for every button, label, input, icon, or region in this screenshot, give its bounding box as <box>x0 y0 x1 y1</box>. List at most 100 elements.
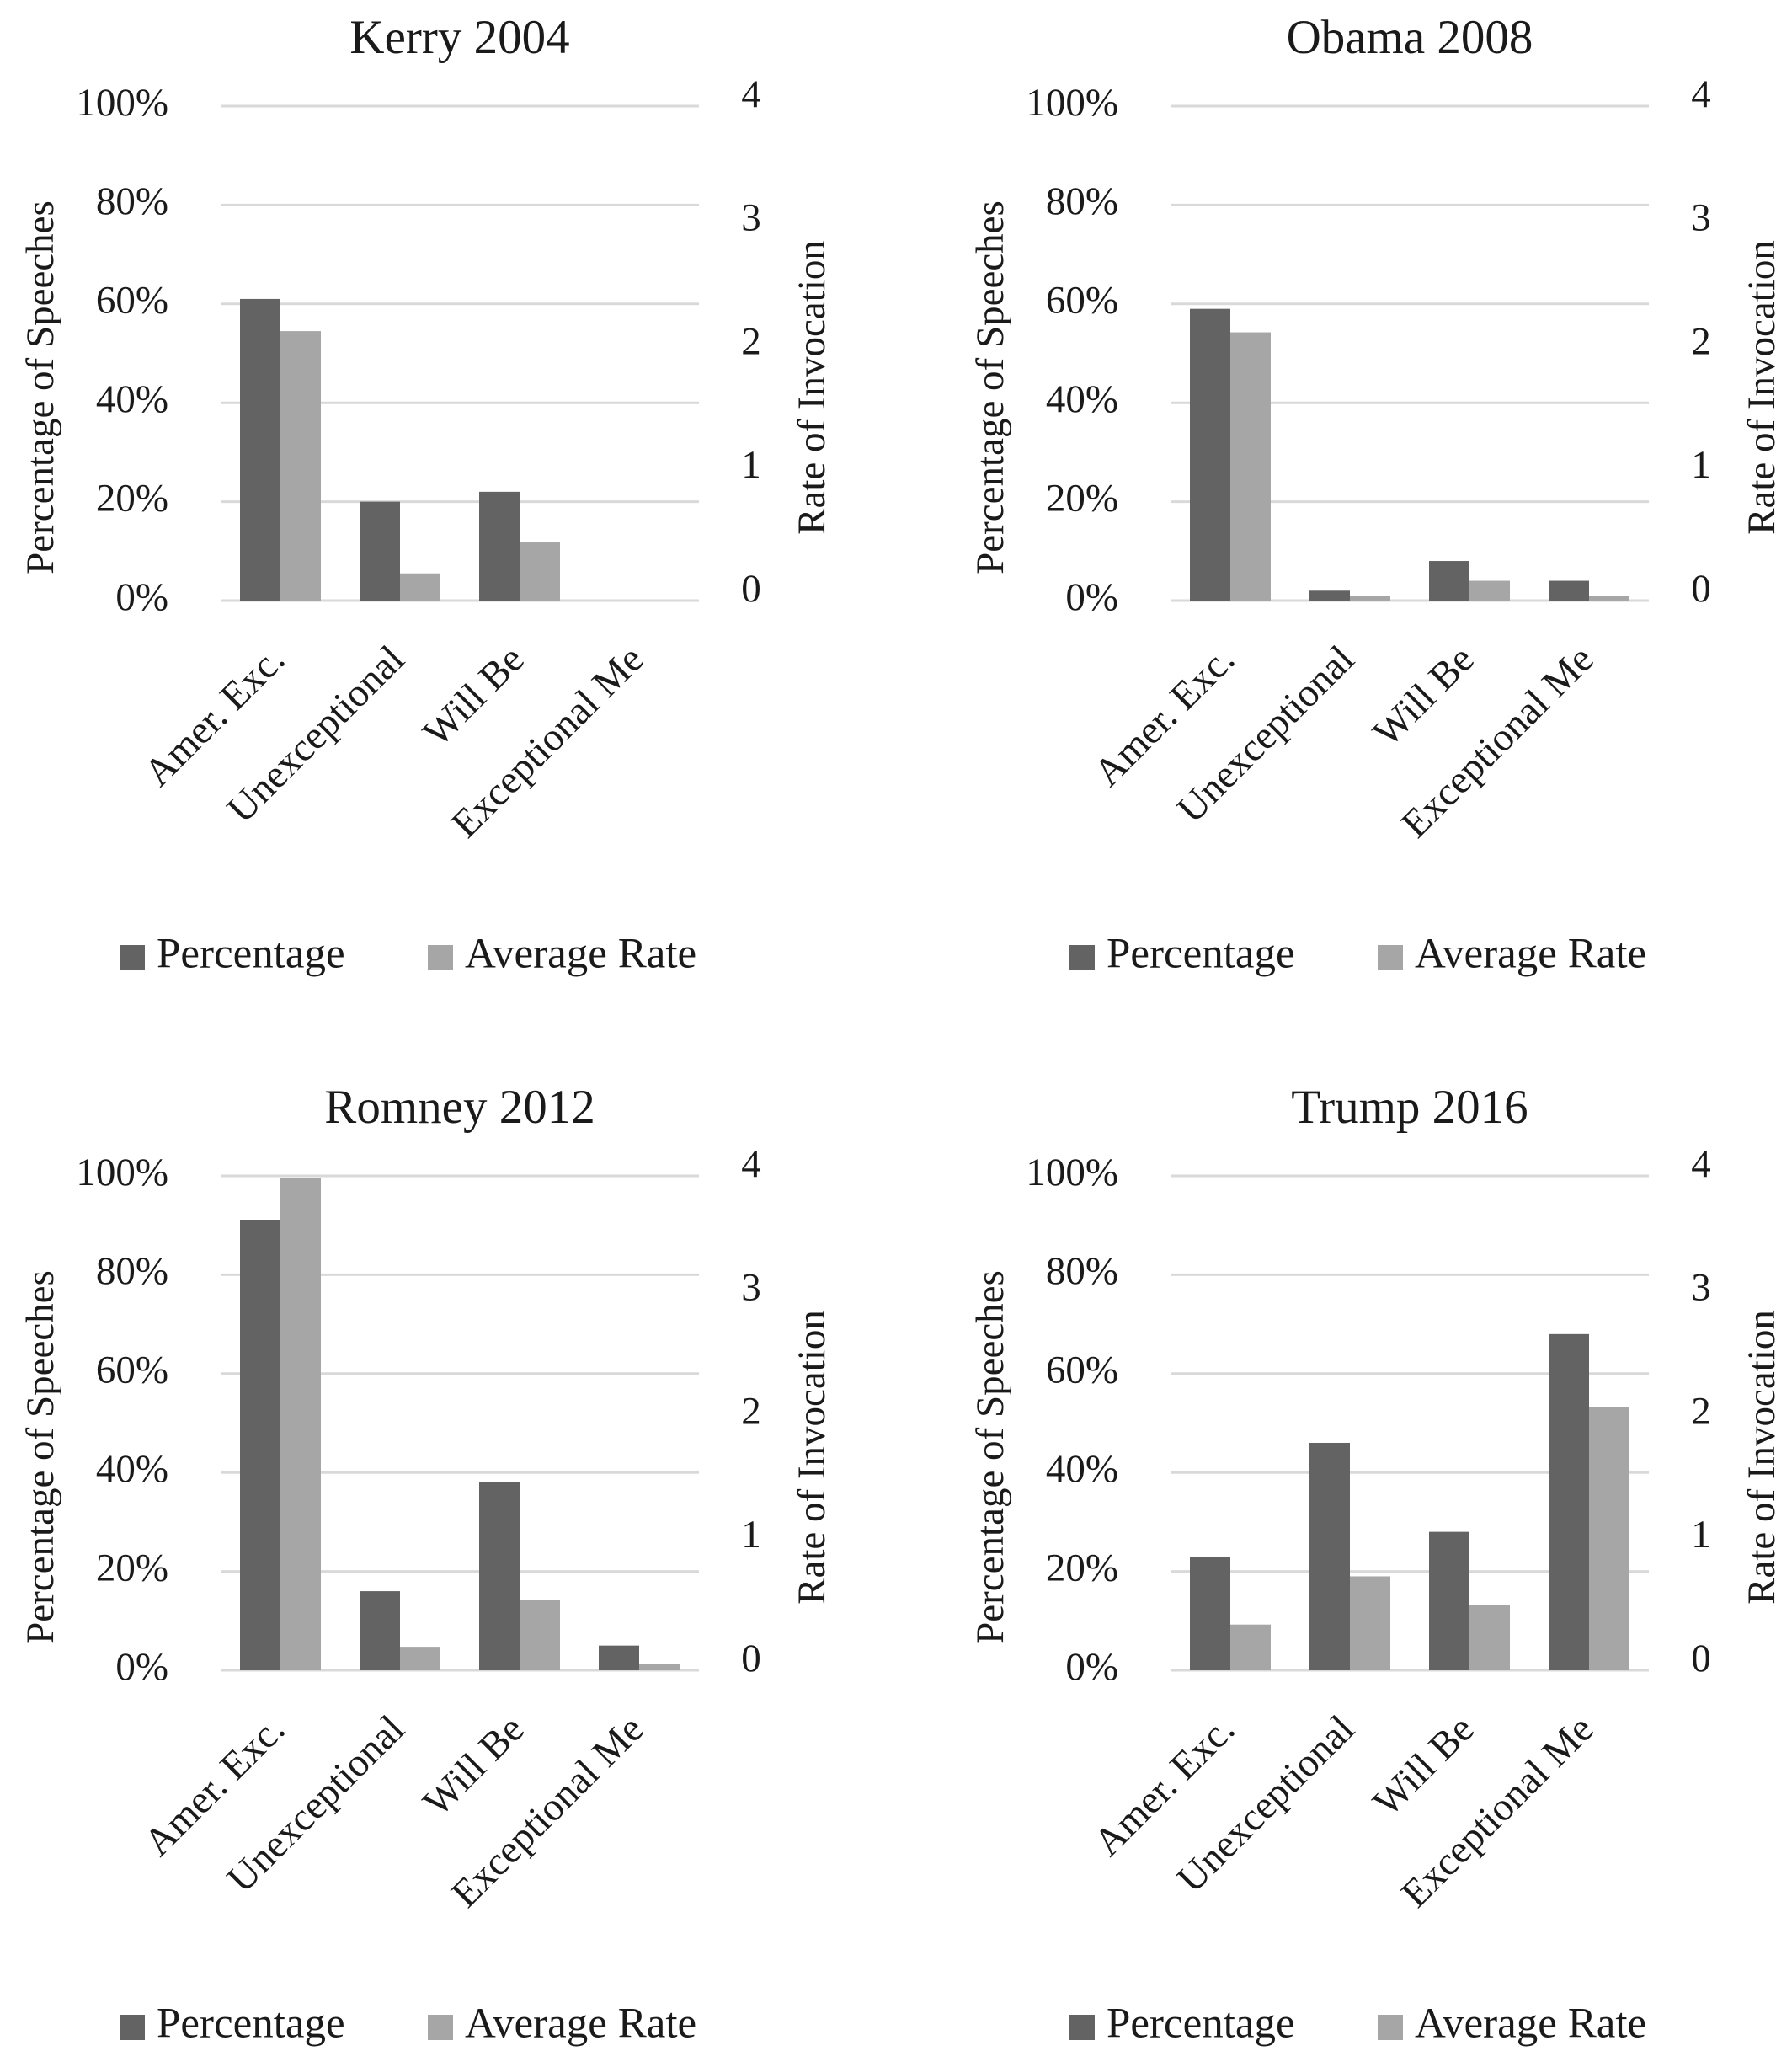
y-tick-label: 20% <box>1046 476 1118 520</box>
bar-percentage <box>1549 1333 1589 1670</box>
y-tick-label: 40% <box>96 377 168 421</box>
y2-tick-label: 4 <box>1691 72 1711 116</box>
legend-label: Average Rate <box>465 931 696 978</box>
bar-percentage <box>240 1220 280 1670</box>
bar-percentage <box>360 1591 400 1670</box>
bar-average-rate <box>520 1600 560 1670</box>
y2-axis-label: Rate of Invocation <box>1740 240 1784 535</box>
y2-tick-label: 2 <box>1691 319 1711 363</box>
y-tick-label: 80% <box>96 1249 168 1293</box>
y-axis-label: Percentage of Speeches <box>19 200 62 574</box>
y2-tick-label: 0 <box>741 1637 761 1680</box>
y2-tick-label: 0 <box>741 567 761 611</box>
y2-tick-label: 1 <box>741 1513 761 1557</box>
bar-percentage <box>1549 580 1589 601</box>
y-tick-label: 20% <box>1046 1546 1118 1589</box>
bar-percentage <box>1309 1442 1350 1670</box>
x-tick-label: Will Be <box>1365 638 1483 756</box>
bar-percentage <box>1429 1531 1469 1670</box>
y2-tick-label: 3 <box>1691 1266 1711 1310</box>
x-tick-label: Will Be <box>1365 1707 1483 1825</box>
bar-average-rate <box>280 1178 321 1670</box>
y-tick-label: 100% <box>1026 81 1118 125</box>
y2-axis-label: Rate of Invocation <box>790 240 834 535</box>
bar-average-rate <box>1350 1576 1390 1670</box>
y-tick-label: 20% <box>96 476 168 520</box>
legend-label: Percentage <box>1107 931 1295 978</box>
y-tick-label: 60% <box>1046 279 1118 323</box>
bar-average-rate <box>1230 332 1271 601</box>
y-tick-label: 80% <box>1046 1249 1118 1293</box>
y2-tick-label: 2 <box>1691 1389 1711 1433</box>
y2-tick-label: 4 <box>741 1142 761 1186</box>
bar-average-rate <box>639 1664 680 1670</box>
y2-tick-label: 4 <box>1691 1142 1711 1186</box>
legend-swatch-average-rate <box>428 945 453 970</box>
chart-svg: Trump 2016 0% 20% 40% 60% 80% 100% 0 1 2 3 4 Percent… <box>968 1081 1784 2048</box>
legend-label: Average Rate <box>1415 931 1646 978</box>
bar-percentage <box>1309 590 1350 601</box>
bar-percentage <box>360 501 400 601</box>
y2-tick-label: 3 <box>1691 196 1711 240</box>
y-tick-label: 60% <box>96 1349 168 1392</box>
chart-title: Trump 2016 <box>1291 1081 1528 1134</box>
y-tick-label: 20% <box>96 1546 168 1589</box>
chart-panel-trump-2016: Trump 2016 0% 20% 40% 60% 80% 100% 0 1 2 3 4 Percent… <box>950 1070 1792 2051</box>
legend-swatch-percentage <box>1069 945 1095 970</box>
bar-percentage <box>479 491 520 601</box>
bar-percentage <box>240 298 280 601</box>
bar-average-rate <box>520 542 560 601</box>
legend-swatch-percentage <box>120 945 145 970</box>
chart-svg: Kerry 2004 0% 20% 40% 60% 80% 100% 0 1 2 3 4 Percent… <box>19 11 834 978</box>
y-axis-label: Percentage of Speeches <box>19 1270 62 1644</box>
y-axis-label: Percentage of Speeches <box>968 200 1012 574</box>
bar-average-rate <box>1469 1605 1510 1670</box>
chart-title: Obama 2008 <box>1287 11 1533 64</box>
bar-percentage <box>599 1645 639 1670</box>
y-tick-label: 100% <box>1026 1151 1118 1194</box>
y2-tick-label: 2 <box>741 1389 761 1433</box>
y-tick-label: 100% <box>76 81 168 125</box>
bar-average-rate <box>1230 1624 1271 1670</box>
chart-svg: Obama 2008 0% 20% 40% 60% 80% 100% 0 1 2 3 4 Percent… <box>968 11 1784 978</box>
legend-swatch-percentage <box>1069 2015 1095 2040</box>
legend-swatch-average-rate <box>1378 2015 1403 2040</box>
y-tick-label: 0% <box>115 1645 168 1689</box>
legend-label: Average Rate <box>465 2000 696 2048</box>
bar-average-rate <box>1350 596 1390 601</box>
bar-average-rate <box>400 573 440 601</box>
y2-tick-label: 3 <box>741 196 761 240</box>
chart-svg: Romney 2012 0% 20% 40% 60% 80% 100% 0 1 2 3 4 Percen… <box>19 1081 834 2048</box>
chart-title: Kerry 2004 <box>349 11 569 64</box>
y-tick-label: 0% <box>1065 1645 1118 1689</box>
bar-average-rate <box>280 331 321 601</box>
legend-label: Percentage <box>157 2000 345 2048</box>
y-axis-label: Percentage of Speeches <box>968 1270 1012 1644</box>
y2-tick-label: 0 <box>1691 1637 1711 1680</box>
legend-swatch-average-rate <box>1378 945 1403 970</box>
legend-swatch-percentage <box>120 2015 145 2040</box>
y-tick-label: 40% <box>1046 1447 1118 1491</box>
y-tick-label: 0% <box>1065 575 1118 619</box>
y-tick-label: 40% <box>1046 377 1118 421</box>
legend-swatch-average-rate <box>428 2015 453 2040</box>
legend-label: Average Rate <box>1415 2000 1646 2048</box>
y2-tick-label: 3 <box>741 1266 761 1310</box>
y2-tick-label: 2 <box>741 319 761 363</box>
bar-average-rate <box>1469 580 1510 601</box>
x-tick-label: Will Be <box>415 1707 533 1825</box>
y2-tick-label: 0 <box>1691 567 1711 611</box>
x-tick-label: Will Be <box>415 638 533 756</box>
y2-tick-label: 4 <box>741 72 761 116</box>
y2-tick-label: 1 <box>1691 1513 1711 1557</box>
y-tick-label: 60% <box>96 279 168 323</box>
bar-percentage <box>479 1482 520 1670</box>
y-tick-label: 60% <box>1046 1349 1118 1392</box>
y2-tick-label: 1 <box>741 443 761 487</box>
y-tick-label: 80% <box>1046 179 1118 223</box>
bar-average-rate <box>1589 596 1629 601</box>
chart-panel-obama-2008: Obama 2008 0% 20% 40% 60% 80% 100% 0 1 2 3 4 Percent… <box>950 0 1792 1025</box>
chart-panel-romney-2012: Romney 2012 0% 20% 40% 60% 80% 100% 0 1 2 3 4 Percen… <box>0 1070 896 2051</box>
y2-axis-label: Rate of Invocation <box>790 1310 834 1605</box>
